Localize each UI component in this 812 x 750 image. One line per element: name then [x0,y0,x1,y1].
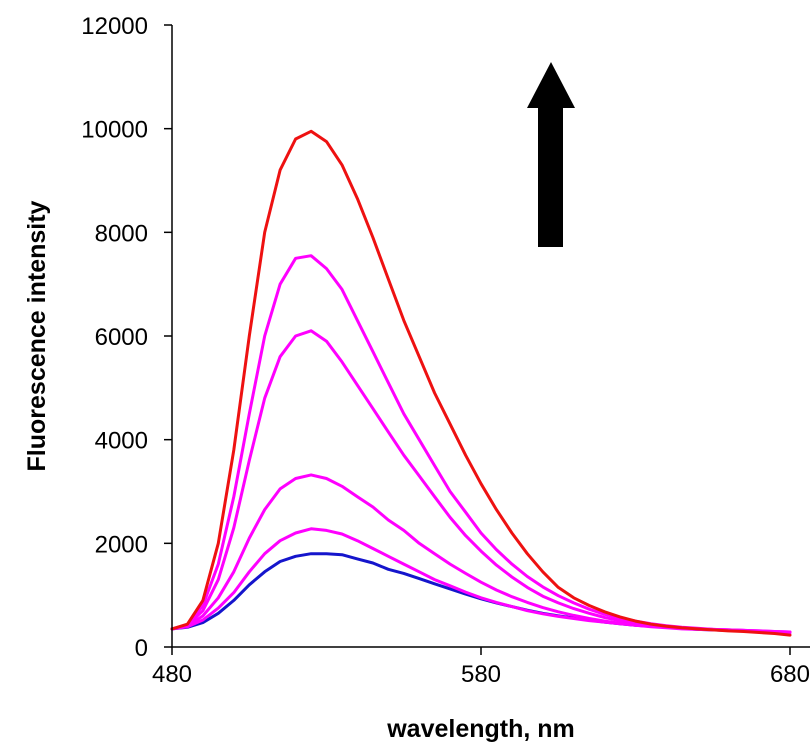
plot-lines [170,129,792,637]
x-ticks: 480 580 680 [152,647,810,688]
y-ticks: 0 2000 4000 6000 8000 10000 12000 [81,13,172,662]
y-tick-label: 0 [135,635,148,662]
arrow-head [527,62,575,108]
y-tick-label: 10000 [81,117,148,144]
series-line-2 [170,527,792,634]
up-arrow-annotation [527,62,575,247]
series-line-6 [170,129,792,637]
x-tick-label: 480 [152,661,192,688]
y-tick-label: 6000 [95,324,148,351]
arrow-shaft [538,105,563,247]
x-axis-title: wavelength, nm [386,715,575,743]
series-line-5 [170,254,792,634]
series-line-1 [170,552,792,634]
x-tick-label: 580 [461,661,501,688]
y-tick-label: 4000 [95,428,148,455]
x-tick-label: 680 [770,661,810,688]
y-tick-label: 12000 [81,13,148,40]
y-tick-label: 2000 [95,531,148,558]
y-tick-label: 8000 [95,220,148,247]
y-axis-title: Fluorescence intensity [23,200,51,471]
